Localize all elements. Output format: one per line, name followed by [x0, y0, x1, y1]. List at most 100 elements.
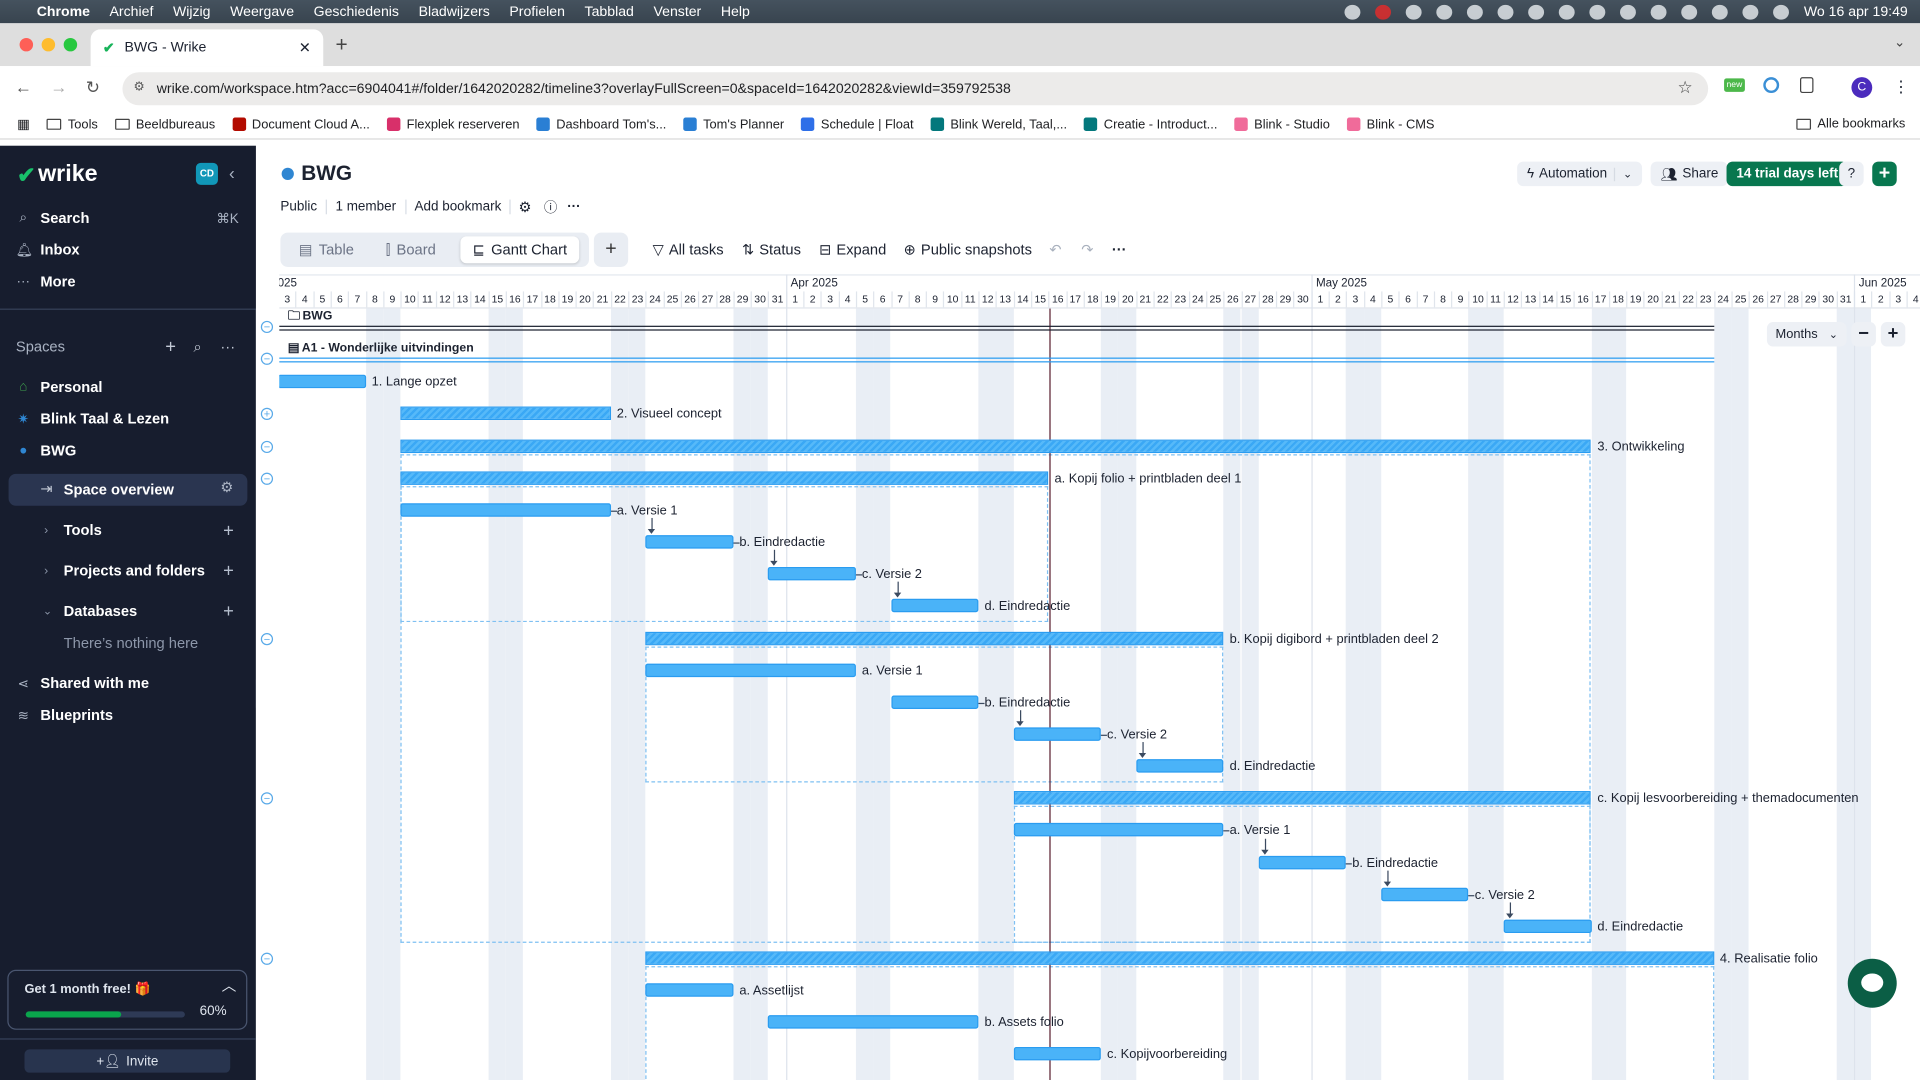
task-bar[interactable]	[1013, 1047, 1101, 1061]
tab-board[interactable]: ⫿ Board	[385, 240, 436, 259]
bookmark-item[interactable]: Tools	[47, 117, 98, 132]
bluetooth-icon[interactable]	[1620, 4, 1637, 19]
site-settings-icon[interactable]: ⚙	[133, 80, 145, 95]
invite-button[interactable]: +👤︎ Invite	[24, 1049, 231, 1073]
keyboard-icon[interactable]	[1712, 4, 1728, 19]
zoom-in-button[interactable]: +	[1880, 322, 1906, 347]
task-bar[interactable]	[645, 663, 856, 677]
task-bar[interactable]	[1013, 791, 1592, 805]
visibility-label[interactable]: Public	[280, 199, 327, 215]
task-bar[interactable]	[400, 503, 611, 517]
battery-icon[interactable]	[1650, 4, 1667, 19]
bookmark-item[interactable]: Dashboard Tom's...	[536, 117, 666, 132]
public-snapshots-button[interactable]: ⊕ Public snapshots	[903, 241, 1032, 259]
menu-bladwijzers[interactable]: Bladwijzers	[418, 4, 490, 19]
task-bar[interactable]	[890, 599, 979, 613]
task-label[interactable]: c. Kopijvoorbereiding	[1107, 1047, 1228, 1063]
task-bar[interactable]	[1503, 919, 1592, 933]
folder-summary-bar[interactable]	[279, 325, 1714, 331]
collapse-row-icon[interactable]: −	[260, 952, 274, 965]
chevron-up-icon[interactable]: ︿	[221, 977, 237, 995]
tab-gantt-chart[interactable]: ⊑ Gantt Chart	[460, 236, 580, 264]
bookmark-star-icon[interactable]: ☆	[1677, 77, 1693, 97]
task-bar[interactable]	[645, 951, 1714, 965]
bookmark-item[interactable]: Flexplek reserveren	[386, 117, 519, 132]
sidebar-more[interactable]: ··· More	[16, 273, 76, 291]
play-icon[interactable]	[1589, 4, 1606, 19]
profile-avatar[interactable]: C	[1851, 77, 1873, 98]
task-bar[interactable]	[1381, 887, 1469, 901]
sync-icon[interactable]	[1405, 4, 1422, 19]
control-center-icon[interactable]	[1773, 4, 1790, 19]
task-bar[interactable]	[279, 375, 366, 389]
key-icon[interactable]	[1558, 4, 1575, 19]
sidebar-space-overview[interactable]: ⇥ Space overview ⚙	[8, 473, 248, 506]
close-tab-icon[interactable]: ✕	[298, 39, 312, 57]
members-link[interactable]: 1 member	[327, 199, 406, 215]
menu-geschiedenis[interactable]: Geschiedenis	[313, 4, 399, 19]
bookmark-item[interactable]: Blink Wereld, Taal,...	[930, 117, 1067, 132]
trial-button[interactable]: 14 trial days left	[1726, 161, 1848, 187]
collapse-sidebar-icon[interactable]: ‹	[228, 162, 235, 183]
task-label[interactable]: c. Kopij lesvoorbereiding + themadocumen…	[1597, 791, 1859, 807]
chat-button[interactable]	[1847, 958, 1897, 1008]
task-bar[interactable]	[1258, 855, 1347, 869]
task-label[interactable]: 3. Ontwikkeling	[1597, 439, 1685, 454]
bookmark-item[interactable]: Schedule | Float	[801, 117, 914, 132]
menu-archief[interactable]: Archief	[109, 4, 154, 19]
redo-icon[interactable]: ↷	[1081, 241, 1094, 259]
sidebar-search[interactable]: ⌕ Search ⌘K	[0, 204, 256, 231]
status-button[interactable]: ⇅ Status	[742, 241, 801, 259]
share-button[interactable]: 👥︎ Share	[1650, 161, 1729, 187]
task-bar[interactable]	[400, 471, 1049, 485]
add-bookmark-link[interactable]: Add bookmark	[406, 199, 512, 215]
bookmark-item[interactable]: Tom's Planner	[683, 117, 784, 132]
add-view-button[interactable]: +	[593, 232, 629, 267]
extension-icon[interactable]	[1763, 77, 1780, 94]
sidebar-databases[interactable]: ⌄ Databases +	[42, 600, 234, 622]
task-bar[interactable]	[400, 407, 611, 421]
gear-icon[interactable]: ⚙	[220, 478, 234, 496]
filter-button[interactable]: ▽ All tasks	[652, 241, 724, 259]
sidebar-tools[interactable]: › Tools +	[44, 519, 234, 541]
task-label[interactable]: d. Eindredactie	[984, 599, 1071, 614]
bookmark-item[interactable]: Beeldbureaus	[115, 117, 215, 132]
spotlight-icon[interactable]	[1742, 4, 1759, 19]
chevron-down-icon[interactable]: ⌄	[1614, 167, 1632, 181]
clock[interactable]: Wo 16 apr 19:49	[1803, 4, 1908, 19]
task-label[interactable]: a. Assetlijst	[739, 983, 804, 999]
extension-new-icon[interactable]: new	[1724, 78, 1745, 92]
collapse-row-icon[interactable]: −	[260, 352, 274, 366]
task-label[interactable]: b. Assets folio	[984, 1015, 1064, 1031]
more-icon[interactable]: ···	[1111, 241, 1127, 259]
collapse-row-icon[interactable]: −	[260, 440, 274, 453]
all-bookmarks[interactable]: Alle bookmarks	[1796, 116, 1905, 131]
search-spaces-icon[interactable]: ⌕	[193, 337, 202, 355]
task-label[interactable]: a. Kopij folio + printbladen deel 1	[1054, 471, 1242, 486]
menu-venster[interactable]: Venster	[653, 4, 702, 19]
browser-menu-icon[interactable]: ⋮	[1893, 77, 1909, 96]
maximize-window-icon[interactable]	[63, 37, 78, 52]
help-icon[interactable]: ?	[1839, 161, 1864, 187]
task-label[interactable]: c. Versie 2	[1474, 887, 1535, 903]
close-window-icon[interactable]	[19, 37, 34, 52]
app-icon[interactable]	[1528, 4, 1545, 19]
sidebar-space-blink[interactable]: ✷ Blink Taal & Lezen	[17, 410, 170, 428]
collapse-row-icon[interactable]: −	[260, 792, 274, 805]
menu-help[interactable]: Help	[720, 4, 750, 19]
task-bar[interactable]	[645, 983, 734, 997]
task-bar[interactable]	[768, 1015, 979, 1029]
folder-label[interactable]: 🗀︎ BWG	[287, 309, 333, 324]
task-label[interactable]: d. Eindredactie	[1229, 759, 1316, 774]
trial-promo[interactable]: Get 1 month free! 🎁 ︿ 60%	[7, 969, 248, 1030]
task-label[interactable]: 1. Lange opzet	[371, 375, 457, 390]
shield-icon[interactable]	[1436, 4, 1453, 19]
forward-icon[interactable]: →	[50, 77, 68, 97]
info-icon[interactable]: ⓘ	[543, 200, 558, 216]
task-bar[interactable]	[890, 695, 979, 709]
task-bar[interactable]	[1135, 759, 1224, 773]
sidebar-space-personal[interactable]: ⌂ Personal	[0, 373, 256, 400]
expand-button[interactable]: ⊟ Expand	[819, 241, 887, 259]
url-bar[interactable]: ⚙ wrike.com/workspace.htm?acc=6904041#/f…	[122, 72, 1709, 106]
more-icon[interactable]: ···	[567, 199, 581, 215]
